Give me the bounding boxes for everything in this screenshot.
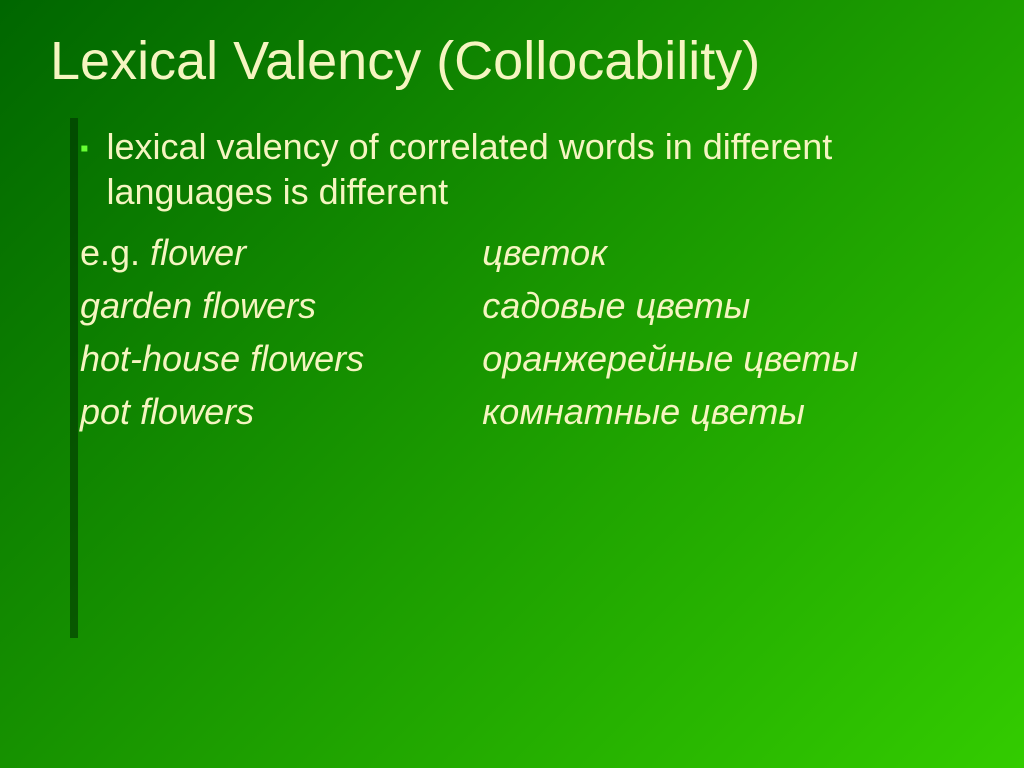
example-english: e.g. flower <box>80 226 482 279</box>
example-left-text: flower <box>150 232 246 273</box>
bullet-text: lexical valency of correlated words in d… <box>107 124 974 214</box>
example-english: pot flowers <box>80 385 482 438</box>
example-russian: оранжерейные цветы <box>482 332 974 385</box>
example-russian: цветок <box>482 226 974 279</box>
table-row: pot flowers комнатные цветы <box>80 385 974 438</box>
example-english: hot-house flowers <box>80 332 482 385</box>
table-row: garden flowers садовые цветы <box>80 279 974 332</box>
shadow-accent <box>70 118 78 638</box>
eg-prefix: e.g. <box>80 232 150 273</box>
examples-table: e.g. flower цветок garden flowers садовы… <box>80 226 974 438</box>
content-wrapper: ▪ lexical valency of correlated words in… <box>80 112 974 438</box>
example-english: garden flowers <box>80 279 482 332</box>
slide-title: Lexical Valency (Collocability) <box>0 0 1024 112</box>
bullet-item: ▪ lexical valency of correlated words in… <box>80 124 974 214</box>
bullet-marker-icon: ▪ <box>80 134 89 164</box>
table-row: e.g. flower цветок <box>80 226 974 279</box>
table-row: hot-house flowers оранжерейные цветы <box>80 332 974 385</box>
slide-content: ▪ lexical valency of correlated words in… <box>80 112 974 438</box>
example-russian: комнатные цветы <box>482 385 974 438</box>
example-russian: садовые цветы <box>482 279 974 332</box>
